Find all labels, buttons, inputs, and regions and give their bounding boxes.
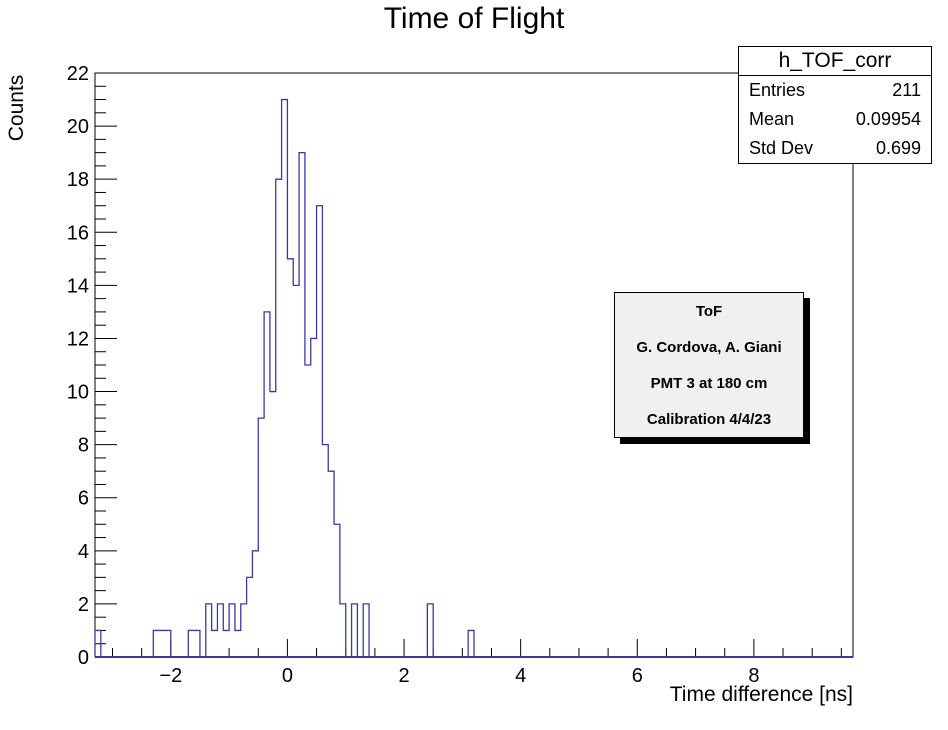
x-axis-label: Time difference [ns] [669, 683, 853, 706]
histogram-bin [287, 259, 293, 657]
stats-label: Entries [749, 80, 806, 100]
y-tick-label: 12 [67, 328, 89, 350]
histogram-bin [212, 630, 218, 657]
y-tick-label: 8 [78, 435, 89, 457]
histogram-bin [311, 338, 317, 657]
chart-title: Time of Flight [383, 2, 565, 35]
x-tick-label: 2 [398, 665, 409, 687]
histogram-bin [334, 524, 340, 657]
x-tick-label: 0 [282, 665, 293, 687]
tick-labels: 0 2 4 6 8 10 12 14 16 18 20 22 −2 0 2 4 6 8 [67, 63, 760, 687]
histogram-bin [276, 179, 282, 657]
histogram-bin [159, 630, 165, 657]
histogram-bin [340, 604, 346, 657]
histogram-bin [282, 100, 288, 657]
histogram-bin [352, 604, 358, 657]
annotation-box: ToF G. Cordova, A. Giani PMT 3 at 180 cm… [614, 292, 804, 438]
histogram-bin [468, 630, 474, 657]
annotation-line: PMT 3 at 180 cm [650, 375, 768, 392]
histogram-bin [322, 445, 328, 657]
histogram-bin [293, 285, 299, 657]
histogram-bin [241, 604, 247, 657]
histogram-bin [229, 604, 235, 657]
histogram-bin [235, 630, 241, 657]
x-tick-label: 6 [632, 665, 643, 687]
stats-label: Mean [749, 109, 795, 129]
y-tick-label: 4 [78, 541, 89, 563]
y-axis-label: Counts [5, 74, 28, 142]
y-tick-label: 2 [78, 594, 89, 616]
histogram-bin [165, 630, 171, 657]
histogram-series [94, 98, 853, 658]
histogram-bin [194, 630, 200, 657]
stats-value: 0.09954 [855, 109, 921, 129]
histogram-bin [252, 551, 258, 657]
stats-box: h_TOF_corr Entries 211 Mean 0.09954 Std … [738, 46, 932, 164]
histogram-bin [328, 471, 334, 657]
stats-label: Std Dev [749, 138, 814, 158]
histogram-bin [188, 630, 194, 657]
stats-row-entries: Entries 211 [739, 76, 931, 105]
y-tick-label: 16 [67, 222, 89, 244]
stats-row-mean: Mean 0.09954 [739, 105, 931, 134]
histogram-bin [427, 604, 433, 657]
stats-row-std-dev: Std Dev 0.699 [739, 134, 931, 163]
stats-value: 0.699 [875, 138, 921, 158]
histogram-bin [264, 312, 270, 657]
y-tick-label: 6 [78, 488, 89, 510]
y-tick-label: 0 [78, 647, 89, 669]
stats-value: 211 [892, 80, 921, 100]
histogram-bin [317, 206, 323, 657]
y-tick-label: 18 [67, 169, 89, 191]
histogram-bin [153, 630, 159, 657]
stats-histogram-name: h_TOF_corr [739, 47, 931, 76]
histogram-bin [247, 577, 253, 657]
histogram-bin [258, 418, 264, 657]
histogram-bin [223, 630, 229, 657]
histogram-bin [299, 153, 305, 657]
y-tick-label: 10 [67, 382, 89, 404]
x-tick-label: 8 [748, 665, 759, 687]
annotation-line: G. Cordova, A. Giani [636, 339, 782, 356]
histogram-bin [270, 392, 276, 657]
y-tick-label: 20 [67, 116, 89, 138]
y-tick-label: 14 [67, 275, 89, 297]
histogram-bin [363, 604, 369, 657]
y-tick-label: 22 [67, 63, 89, 85]
annotation-line: Calibration 4/4/23 [646, 411, 772, 428]
x-tick-label: −2 [159, 665, 182, 687]
histogram-bin [217, 604, 223, 657]
x-tick-label: 4 [515, 665, 526, 687]
annotation-line: ToF [695, 303, 723, 320]
histogram-bin [206, 604, 212, 657]
histogram-bin [305, 365, 311, 657]
